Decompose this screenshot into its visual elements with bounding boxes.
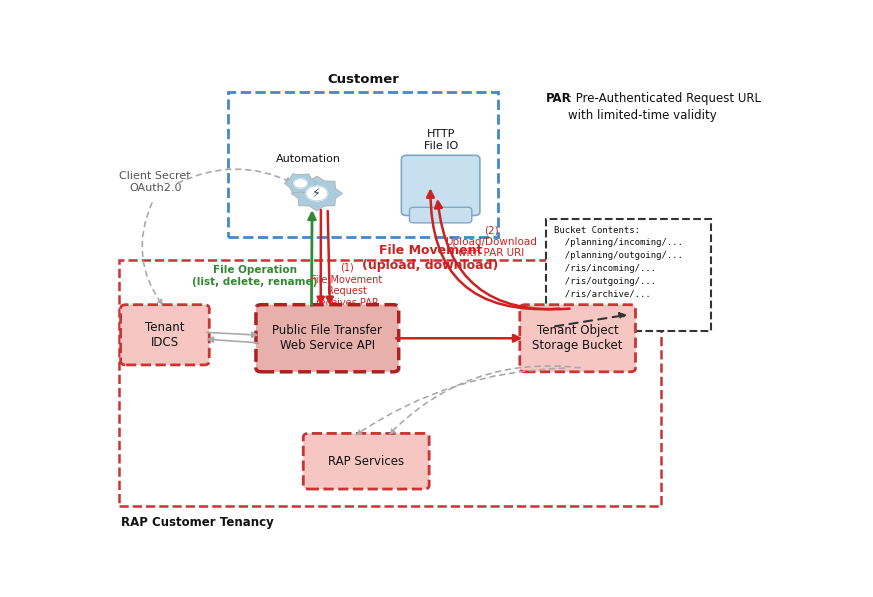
Text: Customer: Customer (327, 73, 399, 87)
Text: (2)
Upload/Download
with PAR URI: (2) Upload/Download with PAR URI (445, 225, 537, 259)
Text: File Movement
(upload, download): File Movement (upload, download) (362, 244, 498, 272)
FancyBboxPatch shape (256, 304, 399, 372)
Text: HTTP
File IO: HTTP File IO (423, 129, 457, 150)
Text: Tenant
IDCS: Tenant IDCS (145, 321, 185, 349)
Text: (1)
File Movement
Request
receives PAR: (1) File Movement Request receives PAR (312, 263, 382, 308)
Text: Tenant Object
Storage Bucket: Tenant Object Storage Bucket (533, 324, 623, 352)
Circle shape (294, 179, 307, 188)
Circle shape (306, 186, 327, 201)
FancyBboxPatch shape (303, 433, 430, 489)
FancyBboxPatch shape (402, 155, 480, 216)
FancyBboxPatch shape (120, 304, 210, 365)
FancyBboxPatch shape (519, 304, 636, 372)
Text: RAP Customer Tenancy: RAP Customer Tenancy (120, 516, 273, 529)
Text: Bucket Contents:
  /planning/incoming/...
  /planning/outgoing/...
  /ris/incomi: Bucket Contents: /planning/incoming/... … (553, 226, 683, 299)
Text: Public File Transfer
Web Service API: Public File Transfer Web Service API (272, 324, 382, 352)
Text: Client Secret
OAuth2.0: Client Secret OAuth2.0 (120, 171, 191, 193)
FancyBboxPatch shape (409, 207, 471, 223)
Text: : Pre-Authenticated Request URL
with limited-time validity: : Pre-Authenticated Request URL with lim… (567, 93, 761, 122)
FancyBboxPatch shape (546, 219, 711, 331)
Text: ⚡: ⚡ (313, 187, 321, 200)
Text: Automation: Automation (276, 153, 341, 164)
Text: File Operation
(list, delete, rename): File Operation (list, delete, rename) (192, 266, 317, 287)
Text: RAP Services: RAP Services (328, 455, 404, 467)
Text: PAR: PAR (546, 93, 571, 105)
Polygon shape (291, 176, 342, 211)
Polygon shape (285, 174, 317, 193)
